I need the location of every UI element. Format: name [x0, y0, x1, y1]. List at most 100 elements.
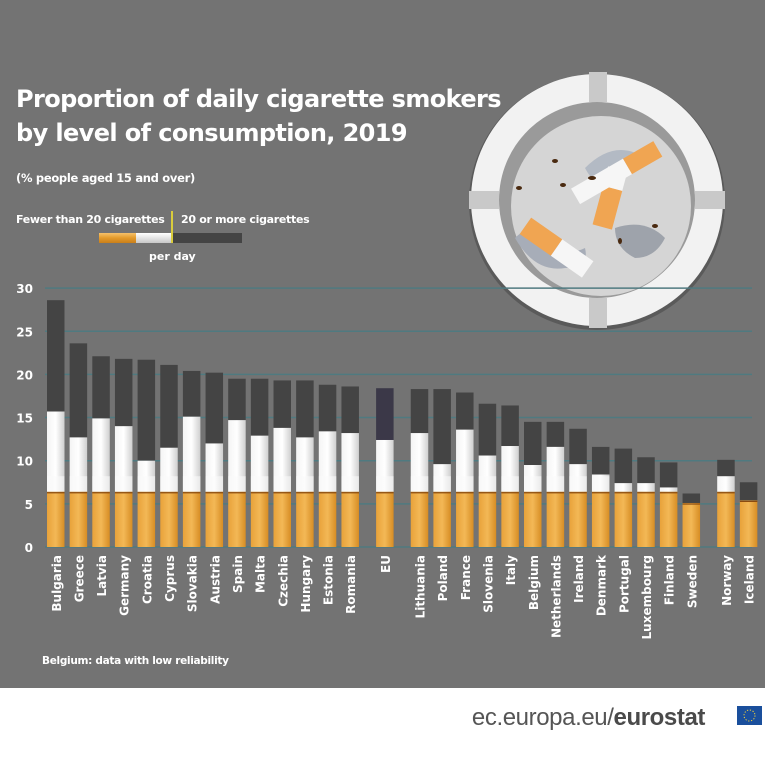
- bar-segment-20-or-more: [182, 370, 201, 417]
- bar-paper-band: [591, 476, 610, 492]
- bar-segment-20-or-more: [739, 482, 758, 501]
- bar-filter: [433, 491, 451, 547]
- bar-filter: [205, 491, 224, 547]
- bar-filter: [478, 491, 497, 547]
- y-tick-label: 30: [16, 282, 33, 296]
- bar-filter: [569, 491, 587, 547]
- x-category-label: Slovakia: [186, 555, 200, 612]
- bar-paper-band: [341, 476, 359, 492]
- x-category-label: Netherlands: [549, 555, 563, 638]
- x-category-label: Finland: [663, 555, 677, 605]
- bar-filter: [318, 491, 337, 547]
- bar-paper-band: [182, 476, 201, 492]
- bar-segment-20-or-more: [524, 421, 542, 466]
- bar-filter: [717, 491, 735, 547]
- bar-filter: [92, 491, 110, 547]
- bar-filter: [137, 491, 156, 547]
- x-category-label: Croatia: [140, 555, 154, 604]
- bar-segment-fewer-than-20: [114, 426, 133, 492]
- x-category-label: Estonia: [322, 555, 336, 605]
- bar-filter: [637, 491, 655, 547]
- legend-more-swatch: [172, 233, 242, 243]
- x-category-label: Belgium: [527, 555, 541, 610]
- bar-segment-20-or-more: [318, 384, 337, 432]
- title-line-2: by level of consumption, 2019: [16, 119, 408, 147]
- bar-segment-fewer-than-20: [637, 483, 655, 492]
- x-category-label: Czechia: [276, 555, 290, 607]
- bar-filter: [410, 491, 429, 547]
- bar-segment-20-or-more: [228, 378, 246, 421]
- x-category-label: Poland: [436, 555, 450, 601]
- ashtray-notch-right: [695, 191, 725, 209]
- bar-paper-band: [205, 476, 224, 492]
- bar-filter: [296, 491, 314, 547]
- x-category-label: Cyprus: [163, 555, 177, 602]
- bar-segment-20-or-more: [433, 389, 451, 465]
- ashtray-illustration: [469, 72, 725, 330]
- bar-paper-band: [160, 476, 178, 492]
- x-category-label: Romania: [344, 555, 358, 614]
- bar-paper-band: [47, 476, 65, 492]
- footnote: Belgium: data with low reliability: [42, 655, 229, 667]
- bar-filter: [739, 500, 758, 547]
- y-tick-label: 25: [16, 325, 33, 339]
- x-category-label: Iceland: [743, 555, 757, 604]
- cigarette-butt: [519, 217, 594, 278]
- stacked-bar-chart: 0 5 10 15 20 25 30 Bulgaria Greece Latvia Germany C…: [16, 282, 758, 639]
- ash-pile: [615, 224, 665, 258]
- bar-paper-band: [569, 476, 587, 492]
- x-category-label: Portugal: [617, 555, 631, 613]
- bar-segment-20-or-more: [69, 343, 88, 438]
- bar-filter: [160, 491, 178, 547]
- bar-segment-20-or-more: [501, 405, 519, 447]
- ash-speck: [560, 183, 566, 187]
- bar-paper-band: [546, 476, 565, 492]
- eu-flag-icon: [737, 706, 762, 725]
- bar-paper-band: [501, 476, 519, 492]
- bar-filter: [501, 491, 519, 547]
- legend-threshold-marker: [171, 211, 173, 243]
- bar-segment-20-or-more: [478, 403, 497, 456]
- x-category-label: EU: [379, 555, 393, 573]
- bar-paper-band: [376, 476, 394, 492]
- bar-filter: [682, 502, 701, 547]
- bar-paper-band: [250, 476, 269, 492]
- bar-segment-20-or-more: [546, 421, 565, 447]
- ash-speck: [588, 176, 596, 180]
- bar-segment-20-or-more: [114, 358, 133, 427]
- bar-filter: [47, 491, 65, 547]
- x-category-label: Sweden: [685, 555, 699, 608]
- bar-paper-band: [296, 476, 314, 492]
- legend-cigarette-icon: [99, 211, 242, 243]
- bar-segment-20-or-more: [456, 392, 474, 430]
- x-category-label: Denmark: [595, 554, 609, 616]
- bar-segment-20-or-more: [137, 359, 156, 461]
- bar-segment-20-or-more: [205, 372, 224, 444]
- bar-paper-band: [137, 476, 156, 492]
- source-domain: ec.europa.eu/: [471, 704, 614, 731]
- x-category-label: Luxembourg: [640, 555, 654, 639]
- y-tick-label: 0: [25, 541, 33, 555]
- bar-paper-band: [456, 476, 474, 492]
- bar-segment-20-or-more: [410, 389, 429, 434]
- bar-paper-band: [318, 476, 337, 492]
- bar-filter: [228, 491, 246, 547]
- bar-filter: [456, 491, 474, 547]
- bar-filter: [614, 491, 633, 547]
- legend-fewer-swatch: [136, 233, 172, 243]
- bar-filter: [341, 491, 359, 547]
- bar-segment-fewer-than-20: [717, 476, 735, 492]
- bar-filter: [376, 491, 394, 547]
- chart-subtitle: (% people aged 15 and over): [16, 171, 195, 185]
- source-link[interactable]: ec.europa.eu/eurostat: [472, 704, 735, 732]
- y-tick-label: 10: [16, 455, 33, 469]
- ash-speck: [652, 224, 658, 228]
- title-line-1: Proportion of daily cigarette smokers: [16, 85, 502, 113]
- infographic-panel: Proportion of daily cigarette smokers by…: [0, 0, 765, 688]
- bar-segment-20-or-more: [637, 457, 655, 484]
- bar-segment-20-or-more: [92, 356, 110, 419]
- x-category-label: Germany: [118, 555, 132, 616]
- bar-segment-fewer-than-20: [614, 483, 633, 492]
- bar-segment-20-or-more: [341, 386, 359, 434]
- bar-paper-band: [92, 476, 110, 492]
